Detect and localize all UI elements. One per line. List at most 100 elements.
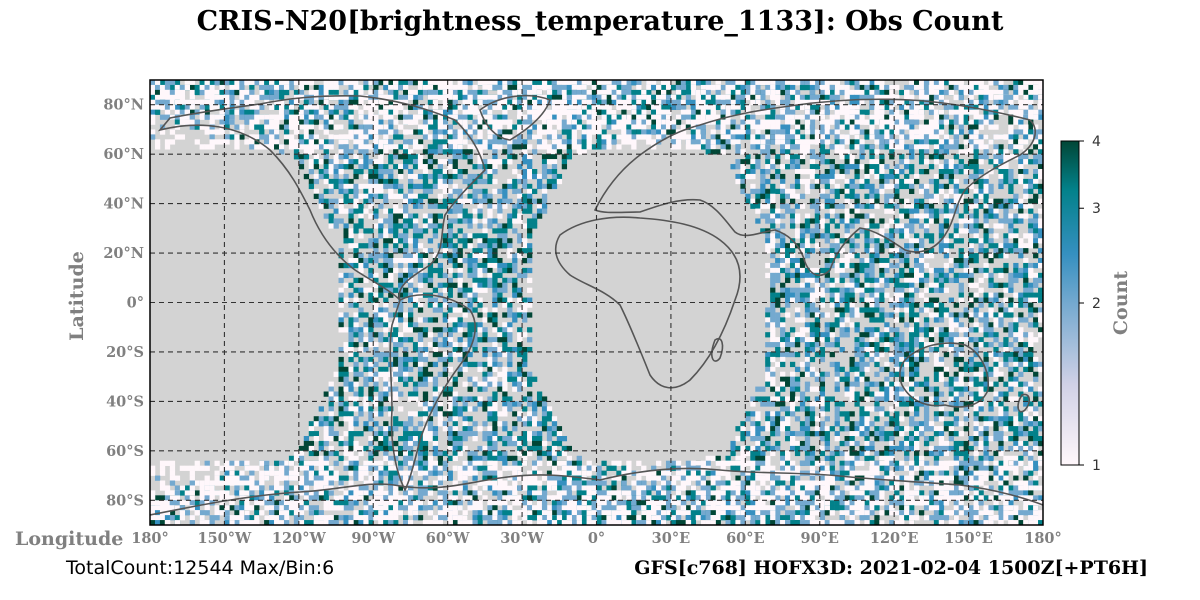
heatmap-cell (641, 114, 647, 120)
heatmap-cell (388, 139, 394, 145)
heatmap-cell (651, 109, 657, 115)
heatmap-cell (333, 104, 339, 110)
heatmap-cell (844, 119, 850, 125)
heatmap-cell (403, 258, 409, 264)
heatmap-cell (814, 277, 821, 284)
heatmap-cell (492, 258, 498, 264)
heatmap-cell (953, 178, 959, 185)
heatmap-cell (794, 292, 801, 298)
heatmap-cell (358, 124, 364, 130)
heatmap-cell (794, 80, 801, 86)
heatmap-cell (497, 80, 503, 86)
heatmap-cell (884, 262, 890, 269)
heatmap-cell (497, 139, 503, 145)
heatmap-cell (794, 173, 801, 180)
heatmap-cell (700, 144, 706, 150)
heatmap-cell (735, 178, 741, 185)
heatmap-cell (914, 267, 920, 274)
heatmap-cell (447, 277, 453, 284)
heatmap-cell (527, 173, 533, 180)
heatmap-cell (700, 80, 706, 86)
heatmap-cell (388, 183, 394, 190)
heatmap-cell (348, 262, 354, 269)
heatmap-cell (720, 149, 726, 155)
heatmap-cell (239, 104, 245, 110)
heatmap-cell (780, 223, 786, 229)
heatmap-cell (412, 267, 419, 274)
heatmap-cell (437, 178, 443, 185)
heatmap-cell (770, 114, 776, 120)
heatmap-cell (442, 169, 448, 175)
heatmap-cell (874, 89, 880, 96)
heatmap-cell (641, 104, 647, 110)
heatmap-cell (517, 203, 523, 209)
heatmap-cell (323, 84, 329, 91)
heatmap-cell (368, 238, 374, 244)
heatmap-cell (874, 292, 880, 298)
heatmap-cell (809, 183, 816, 190)
heatmap-cell (889, 119, 895, 125)
heatmap-cell (958, 218, 964, 224)
heatmap-cell (750, 94, 756, 101)
heatmap-cell (437, 282, 443, 288)
heatmap-cell (403, 292, 409, 298)
heatmap-cell (512, 277, 518, 284)
heatmap-cell (363, 258, 369, 264)
heatmap-cell (313, 193, 319, 199)
heatmap-cell (685, 84, 692, 91)
heatmap-cell (879, 144, 885, 150)
heatmap-cell (943, 134, 950, 140)
heatmap-cell (512, 203, 518, 209)
heatmap-cell (923, 203, 930, 209)
heatmap-cell (819, 134, 826, 140)
heatmap-cell (1023, 183, 1029, 190)
heatmap-cell (973, 282, 979, 288)
heatmap-cell (199, 144, 205, 150)
heatmap-cell (303, 124, 310, 130)
heatmap-cell (497, 213, 503, 219)
heatmap-cell (303, 134, 310, 140)
heatmap-cell (422, 248, 429, 254)
heatmap-cell (194, 89, 200, 96)
heatmap-cell (348, 258, 354, 264)
heatmap-cell (492, 124, 498, 130)
heatmap-cell (541, 169, 548, 175)
heatmap-cell (447, 267, 453, 274)
heatmap-cell (700, 99, 706, 106)
heatmap-cell (358, 183, 364, 190)
heatmap-cell (353, 253, 359, 259)
heatmap-cell (948, 188, 954, 195)
heatmap-cell (398, 80, 404, 86)
heatmap-cell (993, 253, 999, 259)
heatmap-cell (660, 124, 667, 130)
heatmap-cell (789, 119, 796, 125)
heatmap-cell (646, 129, 652, 135)
heatmap-cell (789, 258, 796, 264)
heatmap-cell (755, 124, 761, 130)
heatmap-cell (765, 248, 771, 254)
heatmap-cell (437, 80, 443, 86)
heatmap-cell (527, 248, 533, 254)
heatmap-cell (467, 198, 473, 204)
heatmap-cell (353, 223, 359, 229)
heatmap-cell (864, 233, 870, 239)
heatmap-cell (343, 104, 349, 110)
heatmap-cell (462, 169, 468, 175)
heatmap-cell (943, 238, 950, 244)
heatmap-cell (497, 262, 503, 269)
heatmap-cell (507, 238, 513, 244)
heatmap-cell (780, 109, 786, 115)
heatmap-cell (368, 267, 374, 274)
heatmap-cell (745, 193, 751, 199)
heatmap-cell (432, 198, 439, 204)
heatmap-cell (775, 129, 781, 135)
heatmap-cell (432, 144, 439, 150)
heatmap-cell (546, 169, 553, 175)
heatmap-cell (839, 297, 845, 303)
heatmap-cell (457, 272, 463, 279)
heatmap-cell (844, 159, 850, 165)
heatmap-cell (869, 203, 875, 209)
heatmap-cell (527, 287, 533, 293)
heatmap-cell (626, 119, 632, 125)
heatmap-cell (849, 124, 855, 130)
